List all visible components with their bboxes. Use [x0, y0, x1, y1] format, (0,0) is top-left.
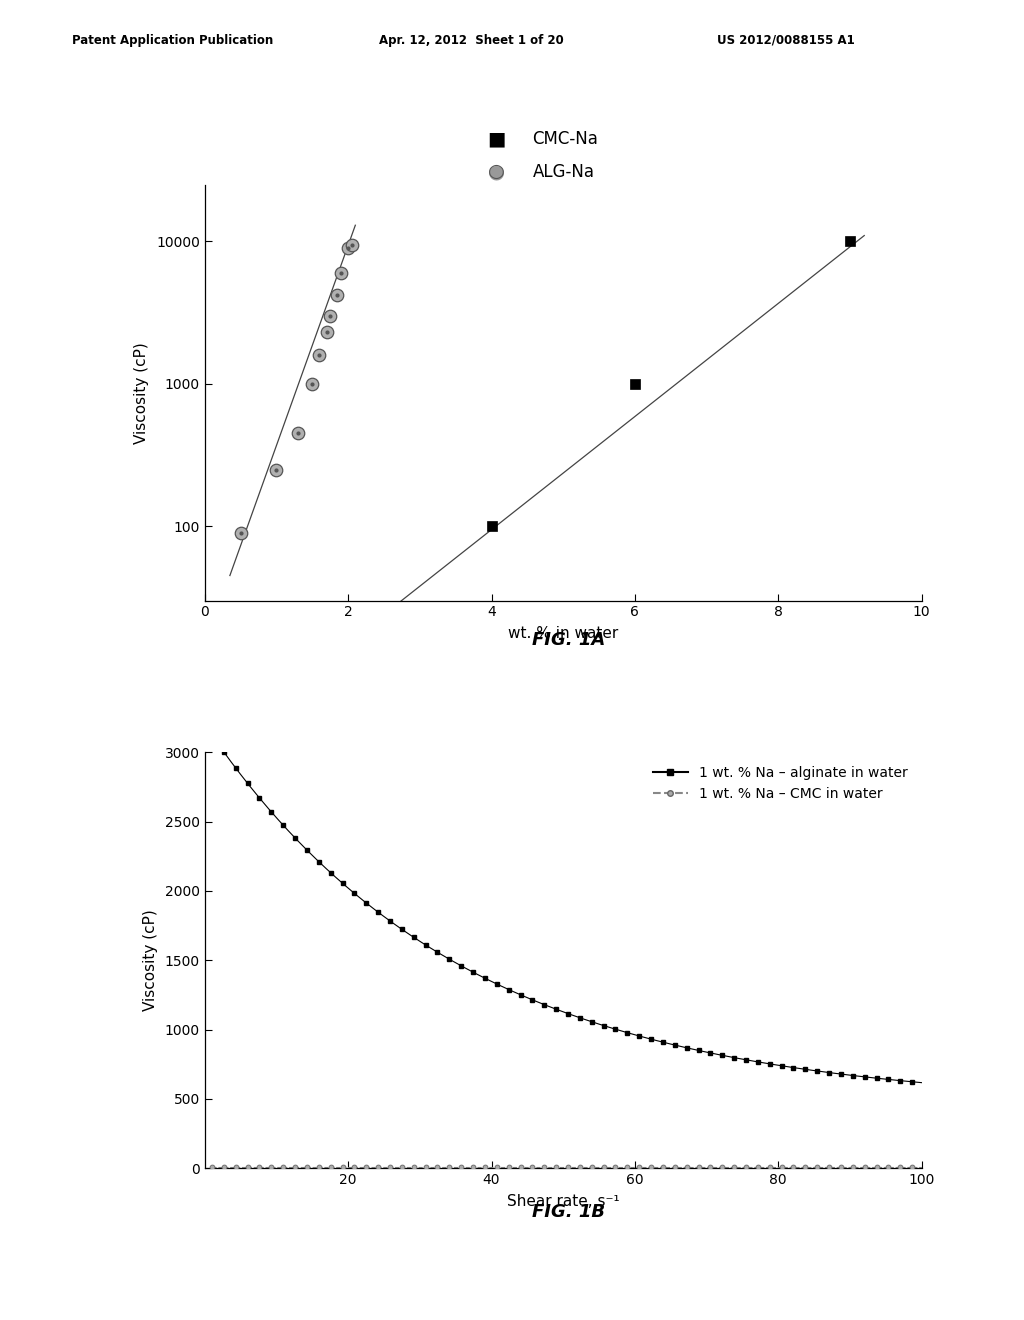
- Text: ALG-Na: ALG-Na: [532, 162, 595, 181]
- Text: ○: ○: [488, 162, 505, 181]
- X-axis label: Shear rate, s⁻¹: Shear rate, s⁻¹: [507, 1195, 620, 1209]
- Y-axis label: Viscosity (cP): Viscosity (cP): [134, 342, 150, 444]
- Text: FIG. 1A: FIG. 1A: [531, 631, 605, 649]
- Text: ●: ●: [488, 162, 505, 181]
- Text: CMC-Na: CMC-Na: [532, 129, 598, 148]
- X-axis label: wt. % in water: wt. % in water: [508, 627, 618, 642]
- Legend: 1 wt. % Na – alginate in water, 1 wt. % Na – CMC in water: 1 wt. % Na – alginate in water, 1 wt. % …: [646, 759, 914, 808]
- Text: ■: ■: [487, 129, 506, 148]
- Text: Apr. 12, 2012  Sheet 1 of 20: Apr. 12, 2012 Sheet 1 of 20: [379, 33, 563, 46]
- Text: Patent Application Publication: Patent Application Publication: [72, 33, 273, 46]
- Text: FIG. 1B: FIG. 1B: [531, 1203, 605, 1221]
- Text: US 2012/0088155 A1: US 2012/0088155 A1: [717, 33, 855, 46]
- Y-axis label: Viscosity (cP): Viscosity (cP): [143, 909, 158, 1011]
